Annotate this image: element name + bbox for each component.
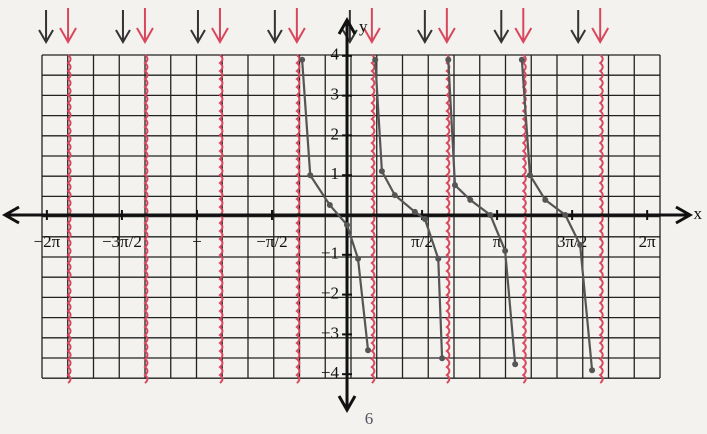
- x-tick-label: −2π: [34, 232, 61, 251]
- y-tick-label: −3: [321, 323, 339, 342]
- point: [379, 168, 385, 174]
- x-tick-label: −3π/2: [102, 232, 142, 251]
- point: [467, 197, 473, 203]
- y-tick-label: −2: [321, 283, 339, 302]
- point: [512, 361, 518, 367]
- point: [577, 242, 583, 248]
- point: [542, 197, 548, 203]
- point: [412, 209, 418, 215]
- y-axis-label: y: [359, 17, 368, 36]
- y-tick-label: −4: [321, 363, 340, 382]
- point: [487, 212, 493, 218]
- y-tick-label: 4: [331, 45, 340, 64]
- point: [344, 222, 350, 228]
- point: [355, 256, 361, 262]
- y-tick-label: 2: [331, 124, 340, 143]
- annotation: 6: [365, 409, 374, 428]
- point: [445, 57, 451, 63]
- point: [365, 347, 371, 353]
- point: [327, 202, 333, 208]
- point: [372, 57, 378, 63]
- point: [589, 367, 595, 373]
- point: [502, 248, 508, 254]
- x-tick-label: −: [192, 232, 202, 251]
- x-tick-label: 3π/2: [557, 232, 587, 251]
- point: [422, 216, 428, 222]
- point: [519, 57, 525, 63]
- x-tick-label: −π/2: [256, 232, 287, 251]
- y-tick-label: 1: [331, 164, 340, 183]
- x-tick-label: 2π: [639, 232, 657, 251]
- point: [562, 212, 568, 218]
- chart: xy6−2π−3π/2−−π/2π/2π3π/22π4321−1−2−3−4: [0, 0, 707, 434]
- point: [307, 172, 313, 178]
- point: [527, 172, 533, 178]
- y-tick-label: 3: [331, 85, 340, 104]
- point: [439, 355, 445, 361]
- x-axis-label: x: [694, 204, 703, 223]
- point: [435, 256, 441, 262]
- point: [299, 57, 305, 63]
- point: [392, 192, 398, 198]
- y-tick-label: −1: [321, 244, 339, 263]
- point: [452, 182, 458, 188]
